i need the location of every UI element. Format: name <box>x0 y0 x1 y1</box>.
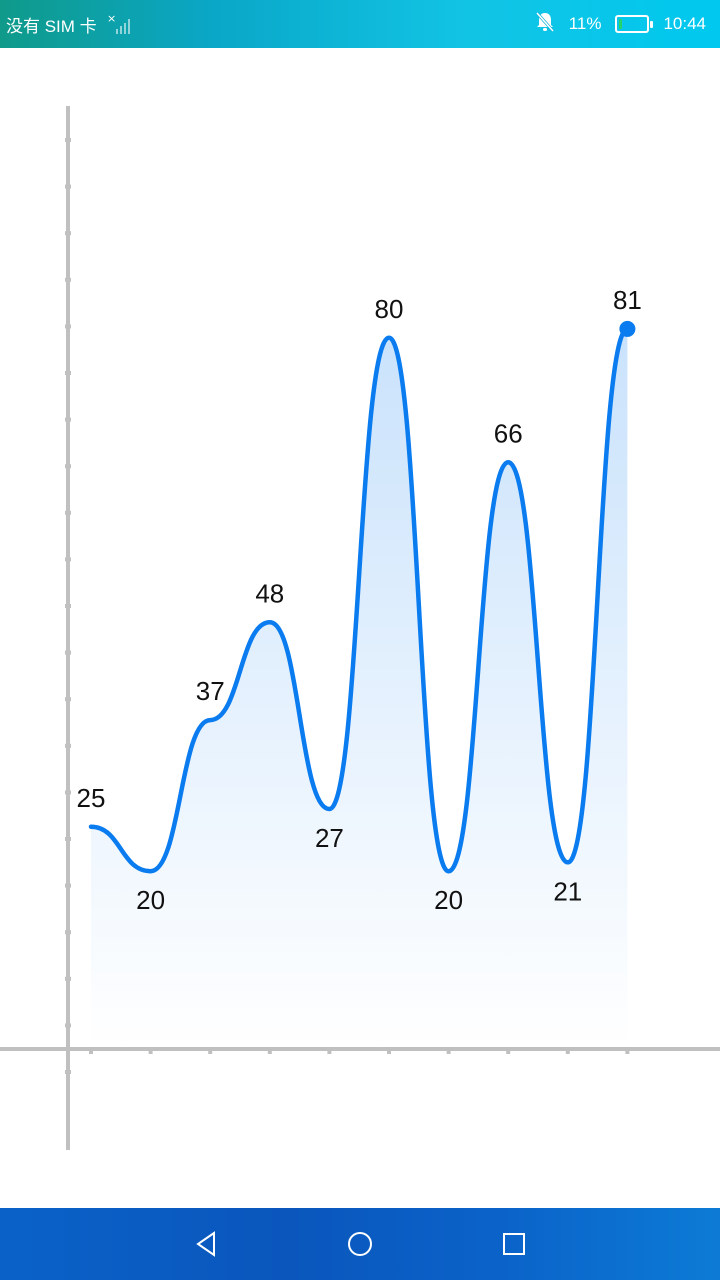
data-label: 21 <box>553 876 582 906</box>
clock: 10:44 <box>663 14 706 33</box>
recents-icon <box>503 1233 525 1255</box>
series-area <box>91 328 628 1049</box>
bell-muted-icon <box>535 11 555 38</box>
data-label: 37 <box>196 676 225 706</box>
battery-icon <box>615 15 654 33</box>
back-button[interactable] <box>166 1208 246 1280</box>
series-line <box>88 326 630 874</box>
data-label: 20 <box>136 885 165 915</box>
chart-area: 25 20 37 48 27 80 20 66 21 81 <box>0 48 720 1208</box>
data-label: 81 <box>613 285 642 315</box>
home-icon <box>348 1232 372 1256</box>
status-right: 11% 10:44 <box>535 0 706 48</box>
recents-button[interactable] <box>474 1208 554 1280</box>
data-label: 66 <box>494 418 523 448</box>
battery-percent: 11% <box>568 14 602 33</box>
data-label: 20 <box>434 885 463 915</box>
signal-none-icon: × <box>107 12 133 35</box>
home-button[interactable] <box>320 1208 400 1280</box>
data-label: 25 <box>77 783 106 813</box>
data-label: 80 <box>375 294 404 324</box>
line-chart: 25 20 37 48 27 80 20 66 21 81 <box>0 106 720 1150</box>
data-label: 48 <box>255 578 284 608</box>
data-label: 27 <box>315 823 344 853</box>
status-bar: 没有 SIM 卡 × 11% 10:44 <box>0 0 720 48</box>
data-point <box>619 320 636 337</box>
carrier-text: 没有 SIM 卡 <box>6 16 97 36</box>
navigation-bar <box>0 1208 720 1280</box>
battery-fill <box>619 19 623 29</box>
back-icon <box>196 1231 215 1257</box>
svg-text:×: × <box>107 13 116 25</box>
status-left: 没有 SIM 卡 × <box>6 0 133 48</box>
